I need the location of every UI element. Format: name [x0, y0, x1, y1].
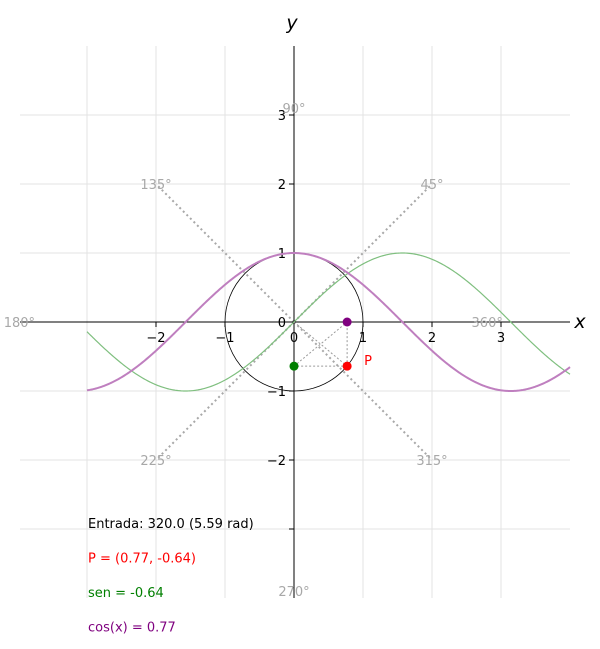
cos-curve: [86, 252, 571, 393]
point-p: [342, 361, 352, 371]
info-panel: Entrada: 320.0 (5.59 rad) P = (0.77, -0.6…: [88, 517, 254, 636]
x-axis-label: x: [573, 311, 586, 333]
y-tick-label: −1: [267, 385, 286, 400]
curves: [86, 252, 571, 393]
sin-point: [289, 361, 299, 371]
angle-label: 180°: [4, 316, 35, 331]
point-p-label: P: [364, 354, 372, 369]
y-tick-label: 0: [278, 316, 286, 331]
sin-curve: [86, 252, 571, 392]
input-angle: Entrada: 320.0 (5.59 rad): [88, 517, 254, 532]
y-tick-label: 2: [278, 178, 286, 193]
x-tick-label: 1: [359, 331, 367, 346]
projection-lines: [293, 321, 348, 367]
diagonal-projection-line: [293, 321, 348, 367]
point-coords: P = (0.77, -0.64): [88, 552, 196, 567]
labels: 90° 45° 135° 180° 360° 225° 315° 270°: [4, 102, 503, 600]
angle-label: 270°: [278, 585, 309, 600]
sine-value: sen = -0.64: [88, 586, 164, 601]
y-tick-label: −2: [267, 454, 286, 469]
x-tick-label: 0: [290, 331, 298, 346]
y-axis-label: y: [285, 12, 298, 34]
y-tick-label: 3: [278, 109, 286, 124]
cosine-value: cos(x) = 0.77: [88, 621, 176, 636]
angle-label: 90°: [282, 102, 305, 117]
angle-label: 360°: [472, 316, 503, 331]
angle-label: 225°: [140, 454, 171, 469]
radius-line: [293, 321, 348, 367]
angle-label: 45°: [420, 178, 443, 193]
angle-label: 315°: [416, 454, 447, 469]
x-tick-label: 2: [428, 331, 436, 346]
x-tick-label: 3: [497, 331, 505, 346]
cos-point: [342, 317, 352, 327]
angle-label: 135°: [140, 178, 171, 193]
x-tick-label: −1: [215, 331, 234, 346]
x-tick-label: −2: [146, 331, 165, 346]
points: P: [289, 317, 372, 371]
